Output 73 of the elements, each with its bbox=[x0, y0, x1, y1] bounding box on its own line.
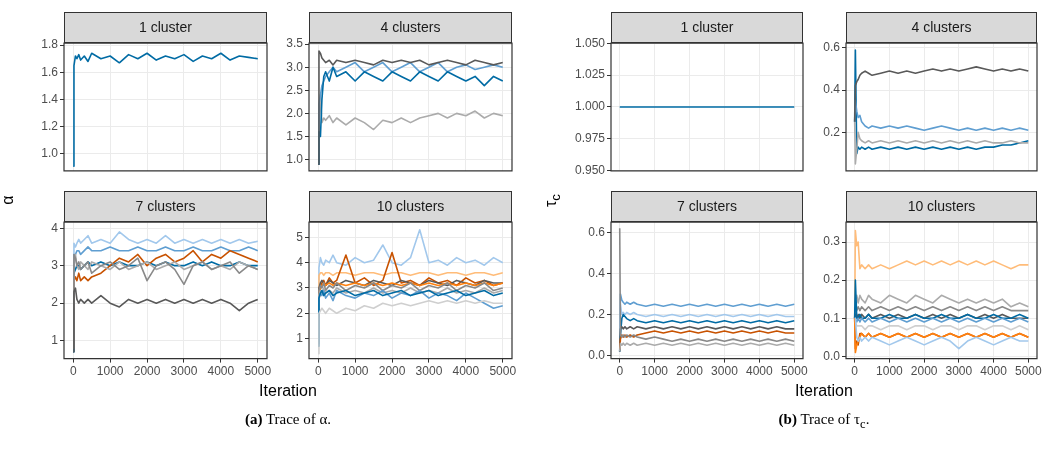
text: (b) Trace of τ$_{c}$. bbox=[778, 411, 870, 431]
y-axis-title: α bbox=[0, 195, 17, 205]
x-tick-label: 3000 bbox=[170, 364, 198, 379]
x-axis-title: Iteration bbox=[259, 382, 317, 400]
x-tick-label: 2000 bbox=[133, 364, 161, 379]
y-tick-label: 0.1 bbox=[823, 310, 841, 325]
chart-title: 1 cluster bbox=[64, 12, 267, 43]
y-tick-label: 0.3 bbox=[823, 234, 841, 249]
x-axis-title: Iteration bbox=[795, 382, 853, 400]
y-tick-label: 1.2 bbox=[41, 119, 59, 134]
chart-title: 4 clusters bbox=[846, 12, 1037, 43]
x-tick-label: 1000 bbox=[876, 364, 904, 379]
y-tick-label: 0.4 bbox=[588, 265, 606, 280]
y-tick-label: 2.5 bbox=[286, 82, 304, 97]
chart-title: 10 clusters bbox=[309, 191, 512, 222]
x-tick-label: 3000 bbox=[945, 364, 973, 379]
y-tick-label: 0.2 bbox=[588, 306, 606, 321]
y-tick-label: 1 bbox=[296, 330, 304, 345]
y-tick-label: 1.050 bbox=[574, 35, 606, 50]
y-tick-label: 5 bbox=[296, 229, 304, 244]
x-tick-label: 2000 bbox=[676, 364, 704, 379]
x-tick-label: 1000 bbox=[341, 364, 369, 379]
chart-title: 7 clusters bbox=[611, 191, 803, 222]
chart-title: 7 clusters bbox=[64, 191, 267, 222]
y-tick-label: 0.2 bbox=[823, 272, 841, 287]
x-tick-label: 0 bbox=[851, 364, 859, 379]
y-tick-label: 0.4 bbox=[823, 82, 841, 97]
x-tick-label: 2000 bbox=[910, 364, 938, 379]
y-tick-label: 3 bbox=[51, 257, 59, 272]
y-tick-label: 0.975 bbox=[574, 131, 606, 146]
y-tick-label: 2 bbox=[296, 305, 304, 320]
x-tick-label: 5000 bbox=[244, 364, 272, 379]
x-tick-label: 1000 bbox=[641, 364, 669, 379]
x-tick-label: 4000 bbox=[207, 364, 235, 379]
x-tick-label: 5000 bbox=[489, 364, 517, 379]
y-tick-label: 1 bbox=[51, 332, 59, 347]
y-tick-label: 1.000 bbox=[574, 99, 606, 114]
y-tick-label: 0.0 bbox=[588, 347, 606, 362]
x-tick-label: 3000 bbox=[415, 364, 443, 379]
y-tick-label: 0.6 bbox=[823, 40, 841, 55]
y-tick-label: 1.025 bbox=[574, 67, 606, 82]
y-tick-label: 1.0 bbox=[286, 151, 304, 166]
chart-title: 4 clusters bbox=[309, 12, 512, 43]
y-tick-label: 4 bbox=[51, 220, 59, 235]
y-tick-label: 1.5 bbox=[286, 128, 304, 143]
x-tick-label: 3000 bbox=[711, 364, 739, 379]
y-tick-label: 1.8 bbox=[41, 37, 59, 52]
x-tick-label: 5000 bbox=[780, 364, 808, 379]
y-tick-label: 1.4 bbox=[41, 91, 59, 106]
x-tick-label: 4000 bbox=[746, 364, 774, 379]
y-tick-label: 0.2 bbox=[823, 124, 841, 139]
x-tick-label: 4000 bbox=[452, 364, 480, 379]
x-tick-label: 0 bbox=[314, 364, 322, 379]
y-tick-label: 0.0 bbox=[823, 348, 841, 363]
chart-title: 10 clusters bbox=[846, 191, 1037, 222]
chart-title: 1 cluster bbox=[611, 12, 803, 43]
x-tick-label: 2000 bbox=[378, 364, 406, 379]
x-tick-label: 0 bbox=[616, 364, 624, 379]
x-tick-label: 4000 bbox=[980, 364, 1008, 379]
y-tick-label: 0.950 bbox=[574, 163, 606, 178]
y-tick-label: 4 bbox=[296, 255, 304, 269]
x-tick-label: 0 bbox=[69, 364, 77, 379]
y-tick-label: 1.0 bbox=[41, 146, 59, 161]
y-tick-label: 3.0 bbox=[286, 59, 304, 74]
x-tick-label: 1000 bbox=[96, 364, 124, 379]
y-tick-label: 3.5 bbox=[286, 36, 304, 51]
y-tick-label: 2 bbox=[51, 295, 59, 310]
y-tick-label: 1.6 bbox=[41, 64, 59, 79]
x-tick-label: 5000 bbox=[1014, 364, 1042, 379]
y-tick-label: 0.6 bbox=[588, 224, 606, 239]
y-tick-label: 2.0 bbox=[286, 105, 304, 120]
text: (a) Trace of α. bbox=[244, 411, 332, 427]
y-tick-label: 3 bbox=[296, 280, 304, 295]
